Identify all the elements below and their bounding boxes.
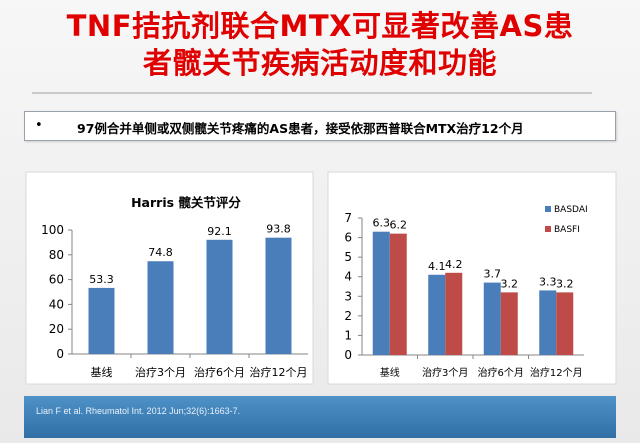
x-category-label: 治疗12个月 <box>530 366 583 379</box>
bar-value-label: 6.3 <box>373 217 391 230</box>
basdai-bar <box>428 274 446 355</box>
basdai-bar <box>372 231 390 355</box>
harris-chart-title: Harris 髋关节评分 <box>131 195 241 210</box>
citation-text: Lian F et al. Rheumatol Int. 2012 Jun;32… <box>36 406 241 416</box>
y-tick-label: 4 <box>344 270 352 284</box>
slide-title-line1: TNF拮抗剂联合MTX可显著改善AS患 <box>66 9 574 43</box>
basdai-bar <box>483 282 501 355</box>
y-tick-label: 20 <box>49 322 64 336</box>
y-tick-label: 5 <box>344 250 352 264</box>
basdai-basfi-chart-bars: 6.3 6.24.1 4.23.73.2 3.3 3.2 <box>373 217 574 355</box>
basfi-bar <box>445 272 463 355</box>
bar-value-label: 92.1 <box>207 225 232 238</box>
y-tick-label: 0 <box>344 348 352 362</box>
x-category-label: 治疗3个月 <box>422 366 468 379</box>
bar-value-label: 3.3 <box>539 275 557 288</box>
y-tick-label: 100 <box>41 223 64 237</box>
bar-value-label: 4.2 <box>445 258 463 271</box>
basdai-bar <box>539 290 557 355</box>
basdai-basfi-legend: BASDAI BASFI <box>545 205 588 235</box>
basfi-bar <box>389 233 407 355</box>
bar-value-label: 6.2 <box>390 219 408 232</box>
bar-value-label: 74.8 <box>148 246 173 259</box>
legend-swatch <box>545 226 551 232</box>
x-category-label: 基线 <box>380 366 400 379</box>
bar-value-label: 93.8 <box>266 223 291 236</box>
x-category-label: 治疗3个月 <box>135 365 186 379</box>
x-category-label: 治疗12个月 <box>250 365 308 379</box>
harris-score-bar <box>88 287 115 354</box>
bar-value-label: 53.3 <box>89 273 114 286</box>
y-tick-label: 40 <box>49 297 64 311</box>
y-tick-label: 1 <box>344 328 352 342</box>
y-tick-label: 7 <box>344 211 352 225</box>
y-tick-label: 3 <box>344 289 352 303</box>
study-summary-text: 97例合并单侧或双侧髋关节疼痛的AS患者，接受依那西普联合MTX治疗12个月 <box>77 121 524 136</box>
study-summary-box: • 97例合并单侧或双侧髋关节疼痛的AS患者，接受依那西普联合MTX治疗12个月 <box>24 111 616 141</box>
bar-value-label: 4.1 <box>428 260 446 273</box>
x-category-label: 治疗6个月 <box>478 366 524 379</box>
bullet-marker: • <box>35 118 43 133</box>
y-tick-label: 60 <box>49 273 64 287</box>
harris-score-bar <box>147 261 174 354</box>
harris-score-bar <box>265 237 292 354</box>
basfi-bar <box>500 292 518 355</box>
bar-value-label: 3.7 <box>484 268 502 281</box>
footer-bar: Lian F et al. Rheumatol Int. 2012 Jun;32… <box>24 396 616 438</box>
bar-value-label: 3.2 <box>556 277 574 290</box>
legend-swatch <box>545 206 551 212</box>
basfi-bar <box>556 292 574 355</box>
harris-chart-bars: 53.3 74.8 92.1 93.8 <box>88 223 292 354</box>
harris-score-bar <box>206 239 233 354</box>
y-tick-label: 2 <box>344 309 352 323</box>
x-category-label: 治疗6个月 <box>194 365 245 379</box>
title-divider <box>32 92 592 94</box>
harris-chart-axes: 0 20 40 60 80 100 基线 治疗3个月 治疗6个月 治疗12个月 <box>41 223 308 379</box>
y-tick-label: 6 <box>344 231 352 245</box>
x-category-label: 基线 <box>91 365 113 379</box>
slide-title: TNF拮抗剂联合MTX可显著改善AS患 者髋关节疾病活动度和功能 <box>0 8 640 82</box>
y-tick-label: 80 <box>49 248 64 262</box>
bar-value-label: 3.2 <box>501 277 519 290</box>
slide-title-line2: 者髋关节疾病活动度和功能 <box>142 46 497 80</box>
y-tick-label: 0 <box>56 347 64 361</box>
legend-label: BASDAI <box>554 205 588 215</box>
legend-label: BASFI <box>554 225 580 235</box>
